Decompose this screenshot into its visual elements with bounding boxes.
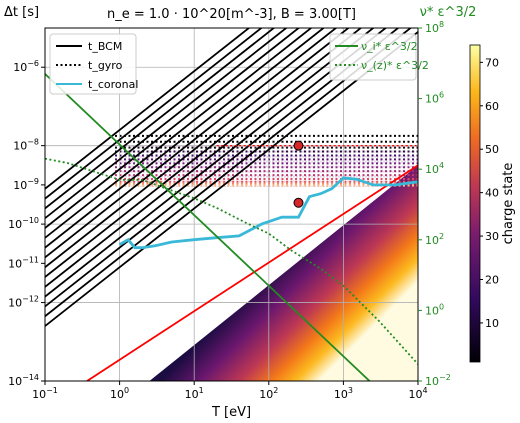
y-left-tick-label: 10−9 [13, 177, 39, 192]
bcm-line [45, 28, 263, 200]
legend-left-label: t_BCM [88, 40, 122, 53]
y-left-tick-label: 10−8 [13, 138, 39, 153]
legend-left-label: t_gyro [88, 59, 123, 72]
marker-point [293, 197, 304, 208]
x-tick-label: 104 [408, 386, 427, 401]
y-left-tick-label: 10−14 [8, 373, 39, 388]
colorbar-gradient [469, 44, 481, 363]
colorbar-tick-label: 70 [485, 56, 499, 69]
bcm-line [45, 31, 418, 327]
bcm-line [45, 28, 338, 259]
y-right-tick-label: 108 [425, 20, 444, 35]
series-t-coronal [118, 176, 418, 250]
legend-left-box [49, 33, 137, 95]
chart-title: n_e = 1.0 · 10^20[m^-3], B = 3.00[T] [107, 7, 356, 22]
colorbar-tick-label: 40 [485, 187, 499, 200]
legend-right-label: ν_i* ε^3/2 [361, 40, 418, 53]
colorbar-tick-label: 60 [485, 100, 499, 113]
x-tick-label: 100 [110, 386, 129, 401]
colorbar-label: charge state [501, 163, 516, 245]
series--z-3-2 [45, 157, 418, 365]
y-right-tick-label: 106 [425, 91, 444, 106]
bcm-line [45, 28, 251, 190]
x-tick-label: 103 [334, 386, 353, 401]
series-t-bcm-reference [85, 164, 418, 381]
marker-point [293, 140, 304, 151]
y-left-axis-label: Δt [s] [4, 5, 39, 20]
y-left-tick-label: 10−10 [8, 216, 39, 231]
legend-right-label: ν_(z)* ε^3/2 [361, 59, 429, 72]
y-left-tick-label: 10−12 [8, 295, 39, 310]
wedge-fill [149, 165, 418, 381]
colorbar-tick-label: 50 [485, 143, 499, 156]
bcm-line [45, 28, 288, 219]
colorbar-tick-label: 20 [485, 273, 499, 286]
charge-state-wedge [149, 165, 418, 381]
bcm-line [45, 28, 276, 210]
bcm-line [45, 28, 350, 268]
colorbar-tick-label: 10 [485, 317, 499, 330]
x-tick-label: 10−1 [32, 386, 58, 401]
x-axis-label: T [eV] [211, 405, 251, 420]
y-left-tick-label: 10−11 [8, 255, 39, 270]
series--i-3-2 [45, 73, 371, 381]
x-tick-label: 102 [259, 386, 278, 401]
y-right-tick-label: 104 [425, 161, 444, 176]
legends: t_BCM t_gyro t_coronal ν_i* ε^3/2 ν_(z)* ε^3… [49, 33, 429, 95]
y-right-tick-label: 10−2 [425, 373, 451, 388]
axes-frame [44, 27, 419, 382]
bcm-line [45, 28, 325, 249]
bcm-line [45, 28, 313, 239]
series [45, 73, 418, 381]
bcm-line [45, 28, 301, 229]
y-right-tick-label: 102 [425, 232, 444, 247]
y-right-tick-label: 100 [425, 302, 444, 317]
bcm-line [45, 28, 363, 278]
colorbar: 10 20 30 40 50 60 70 charge state [469, 44, 516, 363]
legend-left-label: t_coronal [88, 78, 138, 91]
colorbar-tick-label: 30 [485, 230, 499, 243]
y-right-axis-label: ν* ε^3/2 [420, 5, 477, 20]
x-tick-label: 101 [185, 386, 204, 401]
y-left-tick-label: 10−6 [13, 59, 39, 74]
bcm-lines [45, 28, 418, 327]
